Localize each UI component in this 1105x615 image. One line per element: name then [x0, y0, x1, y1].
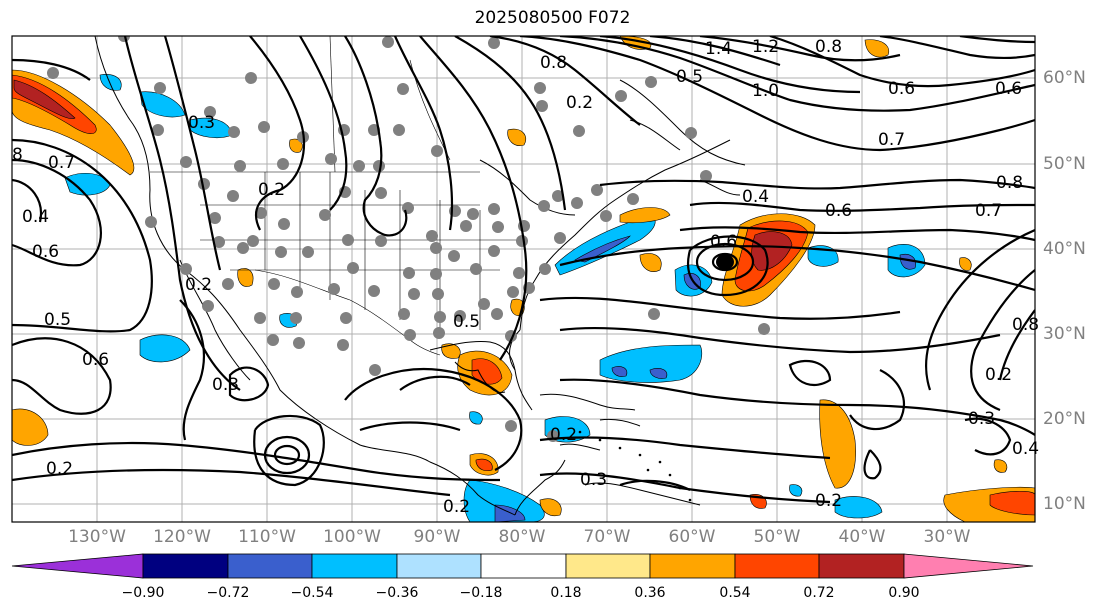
colorbar-cell — [142, 553, 229, 579]
contour-label: 0.2 — [258, 180, 285, 200]
contour-label: 0.2 — [46, 459, 73, 479]
contour-label: 0.3 — [580, 470, 607, 490]
lat-label: 60°N — [1043, 68, 1086, 88]
contour-label: 0.8 — [815, 37, 842, 57]
colorbar-tick-label: 0.72 — [803, 585, 835, 601]
contour-label: 0.8 — [1012, 315, 1039, 335]
colorbar-cell — [649, 553, 736, 579]
contour-labels: 0.8 1.4 1.2 0.8 0.5 1.0 0.6 0.6 0.7 0.8 … — [12, 37, 1039, 517]
caribbean-islands — [578, 430, 692, 502]
contour-label: 0.4 — [22, 207, 49, 227]
contour-label: 0.7 — [878, 130, 905, 150]
colorbar-tick-label: 0.54 — [719, 585, 751, 601]
contour-label: 0.6 — [82, 350, 109, 370]
contour-label: 0.3 — [968, 409, 995, 429]
lat-label: 10°N — [1043, 494, 1086, 514]
contour-label: 0.5 — [44, 310, 71, 330]
contour-label: 0.5 — [676, 67, 703, 87]
colorbar-cell — [396, 553, 482, 579]
colorbar-tick-label: −0.18 — [459, 585, 503, 601]
contour-label: 1.2 — [752, 37, 779, 57]
lon-label: 60°W — [668, 527, 716, 547]
colorbar-tick-label: −0.54 — [290, 585, 334, 601]
lat-label: 30°N — [1043, 324, 1086, 344]
lon-label: 130°W — [68, 527, 126, 547]
contour-label: 0.6 — [888, 79, 915, 99]
nw-hot-inner — [13, 79, 76, 120]
colorbar-cell — [311, 553, 398, 579]
lon-label: 80°W — [498, 527, 546, 547]
contour-label: 0.4 — [1012, 439, 1039, 459]
colorbar-extend-high — [903, 553, 1034, 579]
colorbar-tick-label: −0.72 — [206, 585, 250, 601]
contour-label: 0.7 — [975, 201, 1002, 221]
contour-label: 0.3 — [188, 113, 215, 133]
colorbar-tick-label: −0.90 — [121, 585, 165, 601]
low-center-marker — [716, 254, 734, 270]
lon-label: 50°W — [753, 527, 801, 547]
lat-label: 50°N — [1043, 154, 1086, 174]
lon-label: 30°W — [923, 527, 971, 547]
lon-label: 70°W — [583, 527, 631, 547]
contours — [12, 36, 1035, 504]
colorbar-tick-label: 0.36 — [634, 585, 666, 601]
contour-label: 8 — [12, 145, 23, 165]
lon-label: 90°W — [413, 527, 461, 547]
contour-label: 0.3 — [212, 375, 239, 395]
colorbar-cell — [565, 553, 651, 579]
lat-label: 40°N — [1043, 239, 1086, 259]
colorbar-extend-low — [11, 553, 144, 579]
contour-label: 0.7 — [48, 153, 75, 173]
contour-label: 0.2 — [185, 275, 212, 295]
lon-label: 100°W — [323, 527, 381, 547]
colorbar-cell — [227, 553, 313, 579]
colorbar — [11, 553, 1034, 579]
contour-label: 0.6 — [995, 79, 1022, 99]
colorbar-tick-label: −0.36 — [375, 585, 419, 601]
contour-label: 0.8 — [996, 173, 1023, 193]
contour-label: 0.2 — [550, 425, 577, 445]
lon-label: 110°W — [238, 527, 296, 547]
contour-label: 0.6 — [825, 201, 852, 221]
contour-label: 1.4 — [705, 39, 732, 59]
contour-label: 0.6 — [32, 242, 59, 262]
colorbar-cell — [818, 553, 905, 579]
lon-label: 40°W — [838, 527, 886, 547]
contour-label: 0.2 — [443, 497, 470, 517]
contour-label: 0.6 — [710, 232, 737, 252]
contour-label: 0.2 — [815, 491, 842, 511]
colorbar-tick-label: 0.18 — [550, 585, 582, 601]
weather-map: 0.8 1.4 1.2 0.8 0.5 1.0 0.6 0.6 0.7 0.8 … — [11, 35, 1039, 523]
graticule — [12, 36, 1035, 522]
contour-label: 0.2 — [985, 365, 1012, 385]
contour-label: 0.5 — [453, 312, 480, 332]
contour-label: 0.8 — [540, 53, 567, 73]
lat-label: 20°N — [1043, 409, 1086, 429]
colorbar-cell — [480, 553, 567, 579]
contour-label: 1.0 — [752, 81, 779, 101]
colorbar-tick-label: 0.90 — [888, 585, 920, 601]
lon-label: 120°W — [153, 527, 211, 547]
colorbar-cell — [734, 553, 820, 579]
map-title: 2025080500 F072 — [474, 8, 631, 28]
contour-label: 0.2 — [566, 93, 593, 113]
contour-label: 0.4 — [742, 187, 769, 207]
